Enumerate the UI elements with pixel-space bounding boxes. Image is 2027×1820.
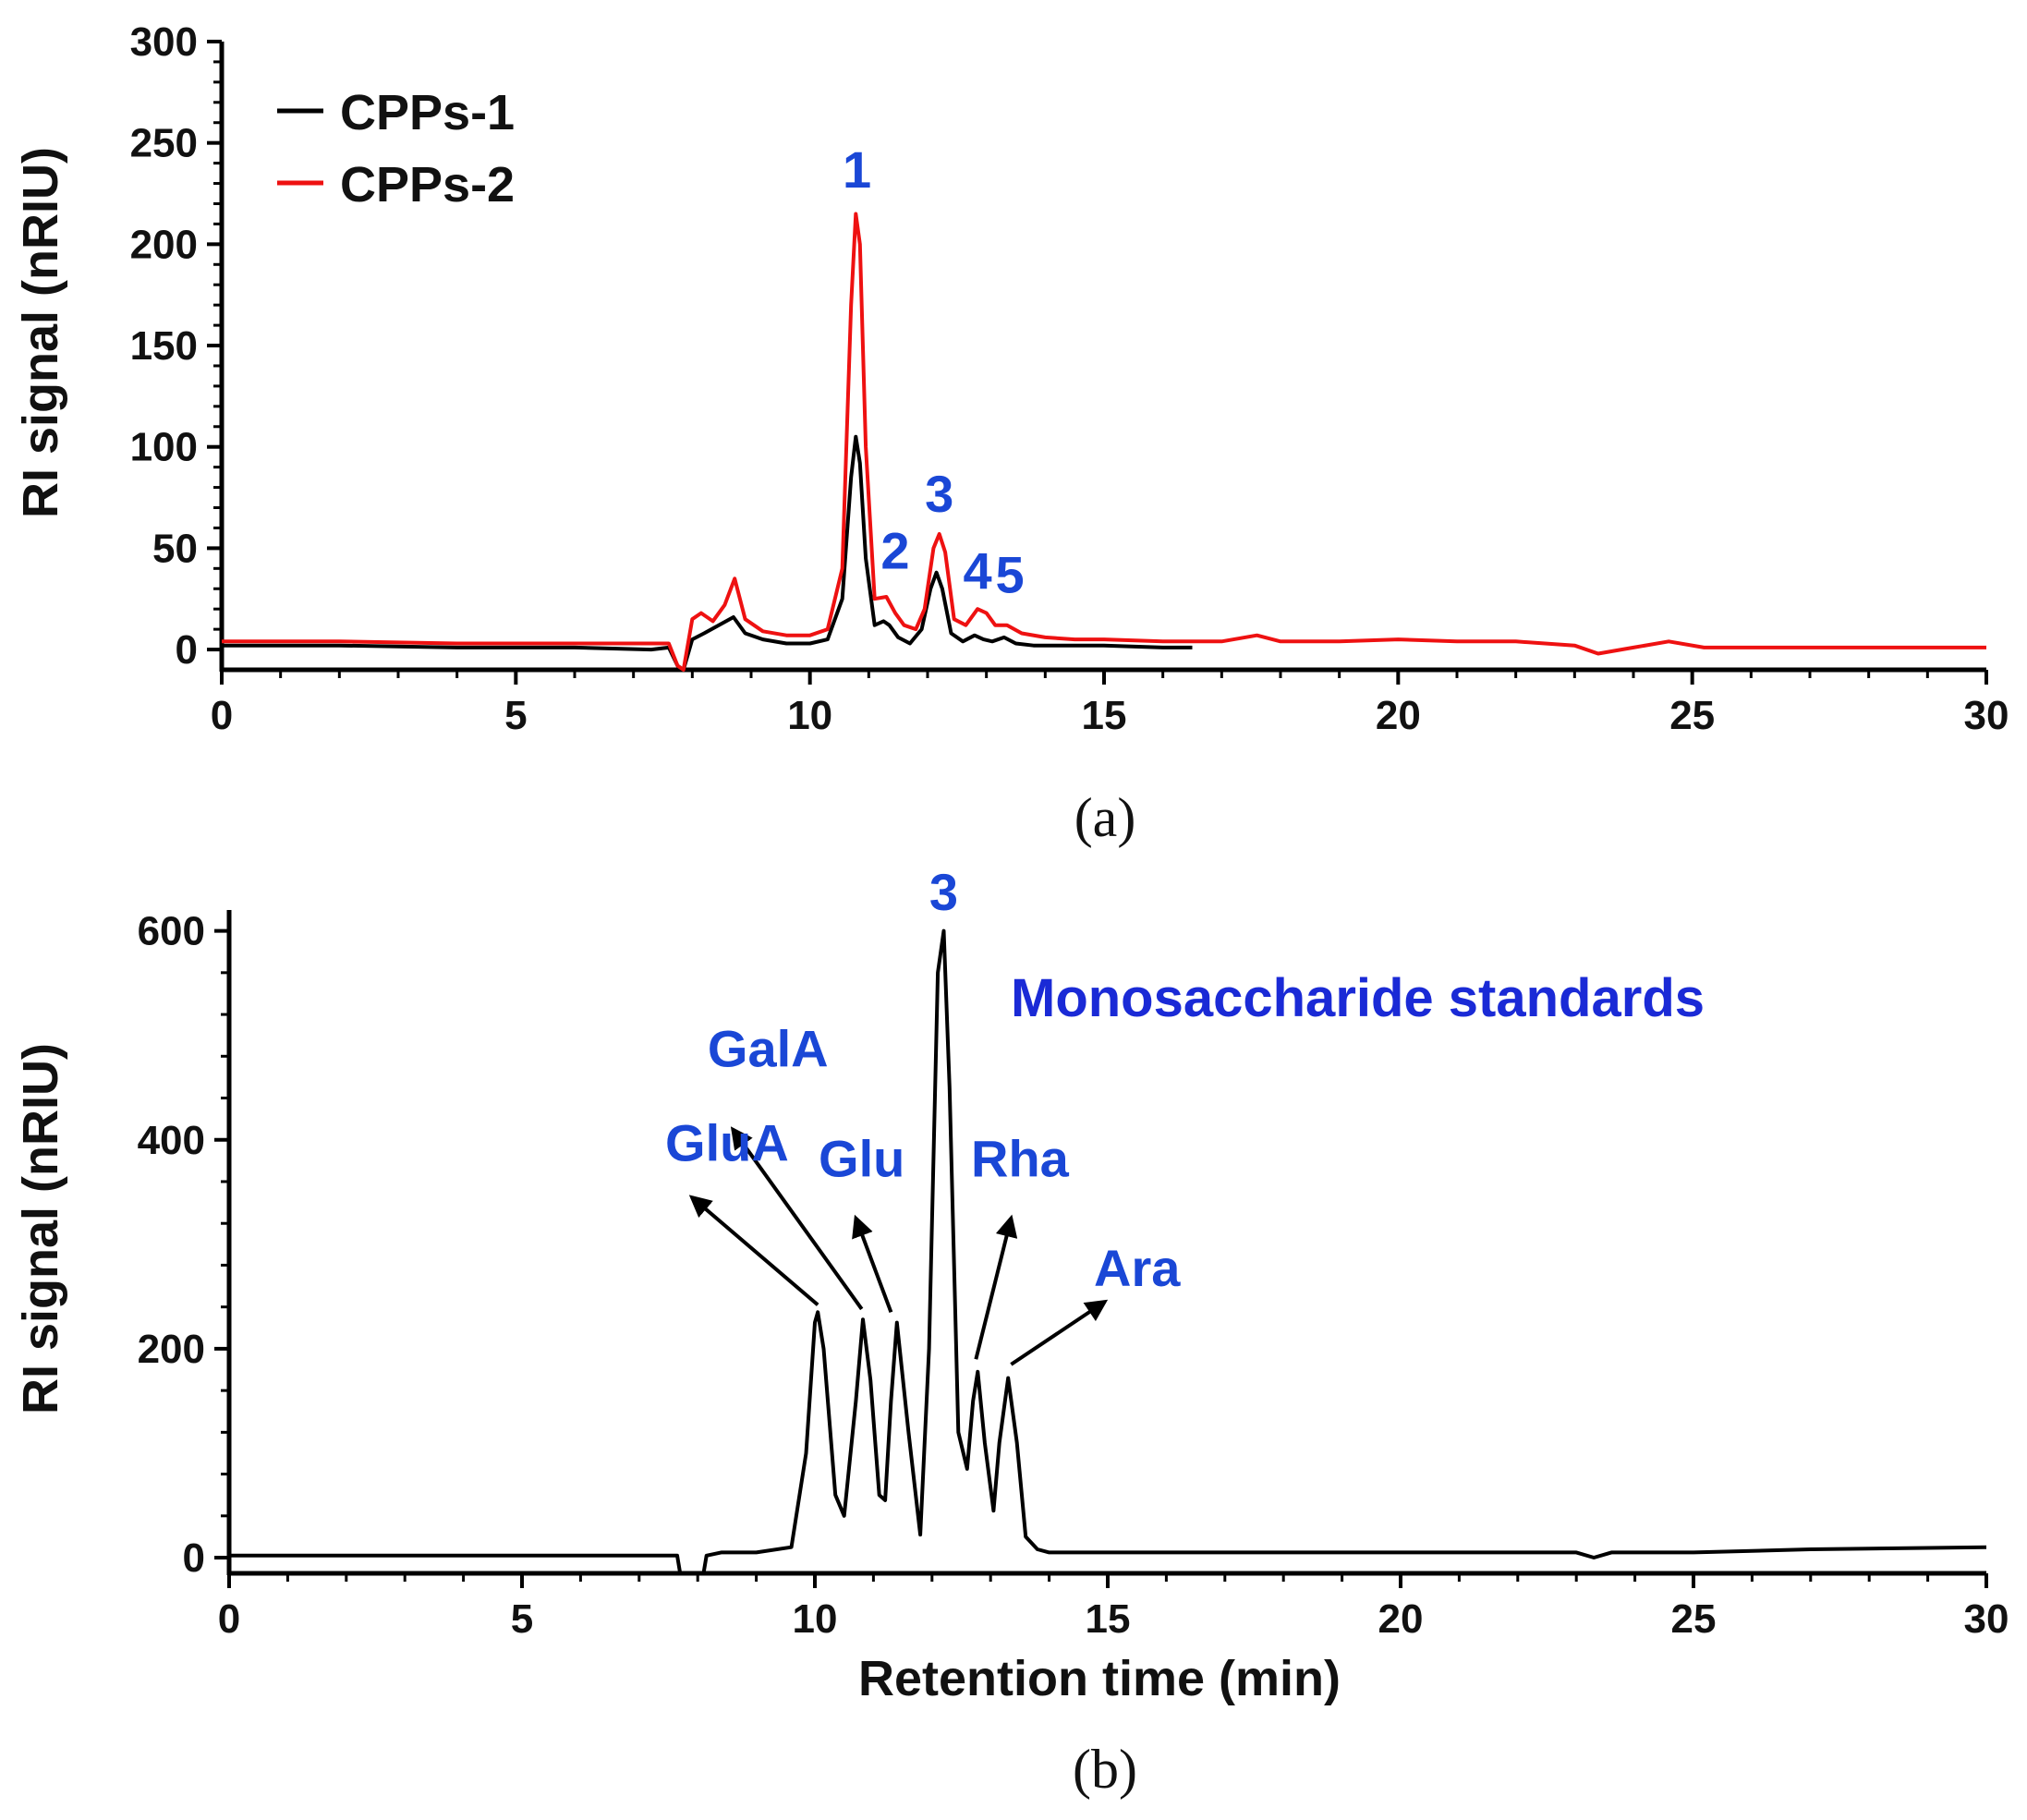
x-tick-label: 30 [1964, 693, 2009, 738]
panel-a-y-axis-title: RI signal (nRIU) [13, 147, 68, 518]
panel-b-x-axis-title: Retention time (min) [858, 1651, 1341, 1706]
y-tick-label: 250 [130, 121, 198, 166]
peak-label-1: 1 [843, 140, 871, 199]
peak-label-5: 5 [996, 546, 1025, 604]
x-tick-label: 5 [511, 1596, 533, 1642]
panel-a-letter: (a) [1074, 787, 1136, 848]
peak-label-3: 3 [925, 465, 953, 523]
x-tick-label: 15 [1086, 1596, 1131, 1642]
peak-label-4: 4 [964, 541, 992, 600]
y-tick-label: 300 [130, 19, 198, 65]
panel-b-y-axis: 0 200 400 600 [138, 909, 232, 1581]
x-tick-label: 10 [787, 693, 832, 738]
panel-a-chart: RI signal (nRIU) 0 5 10 15 20 25 30 0501001502… [13, 19, 2009, 848]
standards-annotation: Monosaccharide standards [1011, 968, 1705, 1028]
peak-label-gala: GalA [708, 1020, 829, 1078]
y-tick-label: 150 [130, 323, 198, 369]
legend-label-cpps-1: CPPs-1 [340, 85, 515, 140]
series-line-monosaccharide-standards [229, 928, 1987, 1575]
x-tick-label: 25 [1671, 1596, 1717, 1642]
peak-label-ara: Ara [1094, 1239, 1181, 1297]
y-tick-label: 50 [152, 526, 198, 571]
y-tick-label: 0 [176, 627, 198, 673]
legend-label-cpps-2: CPPs-2 [340, 157, 515, 212]
x-tick-label: 15 [1082, 693, 1127, 738]
annotation-arrow [1010, 1299, 1109, 1366]
panel-b-series [229, 928, 1987, 1575]
peak-label-rha: Rha [971, 1129, 1070, 1187]
peak-label-3: 3 [929, 863, 958, 921]
panel-b-letter: (b) [1073, 1739, 1137, 1800]
y-tick-label: 400 [138, 1118, 205, 1163]
annotation-arrow [852, 1214, 893, 1314]
peak-label-glua: GluA [665, 1113, 789, 1171]
panel-b-chart: RI signal (nRIU) Retention time (min) Mo… [13, 863, 2009, 1800]
x-tick-label: 0 [211, 693, 233, 738]
y-tick-label: 200 [138, 1327, 205, 1372]
series-line-cpps-1 [222, 434, 1193, 672]
annotation-arrow [974, 1214, 1018, 1360]
peak-label-glu: Glu [819, 1129, 904, 1187]
panel-a-y-axis: 0 50 100 150 200 250 300 [130, 19, 225, 673]
legend: CPPs-1 CPPs-2 [277, 85, 515, 212]
x-tick-label: 20 [1376, 693, 1421, 738]
panel-a-series [222, 212, 1986, 672]
panel-b-peak-labels: GluA GalA Glu 3 Rha Ara [665, 863, 1181, 1297]
x-tick-label: 0 [218, 1596, 240, 1642]
x-tick-label: 25 [1669, 693, 1715, 738]
x-tick-label: 20 [1378, 1596, 1424, 1642]
y-tick-label: 200 [130, 222, 198, 267]
y-tick-label: 100 [130, 425, 198, 470]
panel-b-arrows [688, 1126, 1109, 1366]
peak-label-2: 2 [880, 521, 909, 579]
panel-a-peak-labels: 1 234 5 [843, 140, 1025, 604]
series-line-cpps-2 [222, 212, 1986, 672]
y-tick-label: 600 [138, 909, 205, 954]
x-tick-label: 10 [793, 1596, 838, 1642]
annotation-arrow [688, 1195, 819, 1306]
panel-a-x-axis: 0 5 10 15 20 25 30 [211, 667, 2009, 738]
x-tick-label: 30 [1964, 1596, 2009, 1642]
x-tick-label: 5 [504, 693, 527, 738]
annotation-arrow [730, 1126, 864, 1311]
y-tick-label: 0 [183, 1535, 205, 1581]
panel-b-x-axis: 0 5 10 15 20 25 30 [218, 1571, 2009, 1642]
panel-b-y-axis-title: RI signal (nRIU) [13, 1043, 68, 1414]
